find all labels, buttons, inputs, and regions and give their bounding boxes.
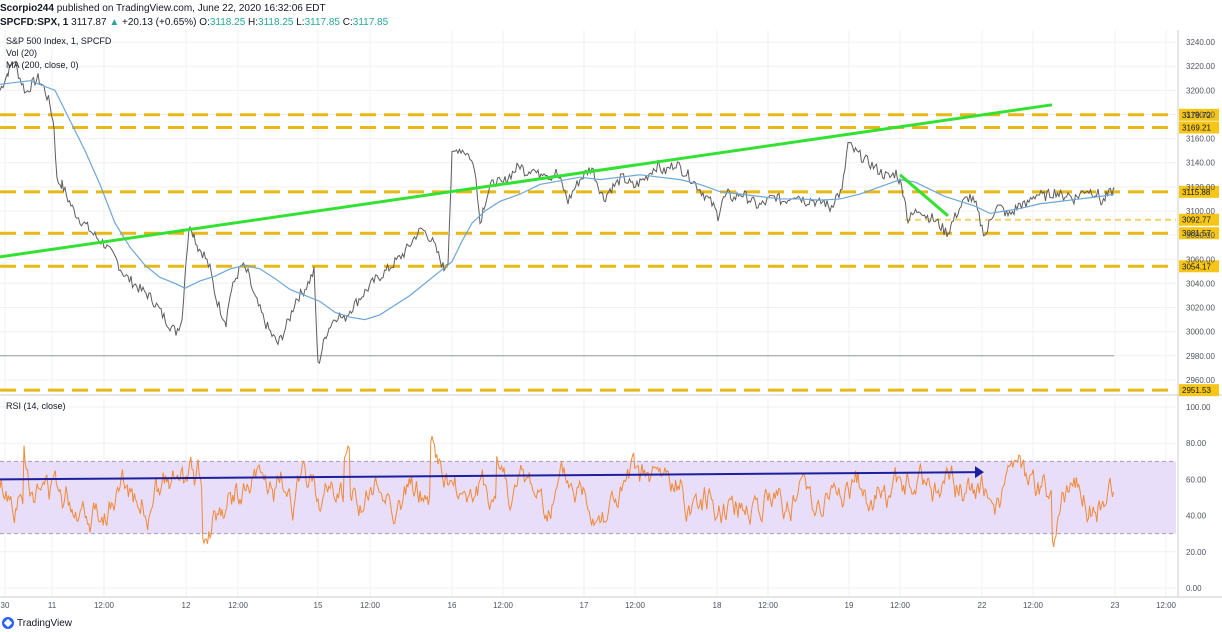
level-price-tag — [1179, 121, 1219, 134]
level-price-label: 3115.88 — [1182, 188, 1211, 197]
time-tick-label: 19 — [845, 601, 854, 610]
publish-info: Scorpio244 published on TradingView.com,… — [0, 3, 326, 14]
time-tick-label: 15 — [314, 601, 323, 610]
rsi-tick-label: 80.00 — [1186, 439, 1207, 448]
close-value: 3117.85 — [352, 17, 389, 28]
tradingview-logo[interactable]: TradingView — [2, 617, 72, 629]
time-tick-label: 18 — [713, 601, 722, 610]
level-price-label: 3169.21 — [1182, 123, 1211, 132]
level-price-label: 3054.17 — [1182, 262, 1211, 271]
price-tick-label: 3140.00 — [1186, 159, 1215, 168]
level-price-label: 3092.77 — [1182, 216, 1211, 225]
price-tick-label: 3160.00 — [1186, 135, 1215, 144]
rsi-tick-label: 20.00 — [1186, 548, 1207, 557]
time-tick-label: 30 — [1, 601, 10, 610]
time-tick-label: 12:00 — [94, 601, 115, 610]
level-price-tag — [1179, 213, 1219, 226]
last-price: 3117.87 — [71, 17, 107, 28]
open-value: 3118.25 — [209, 17, 246, 28]
level-price-label: 2951.53 — [1182, 386, 1211, 395]
level-price-tag — [1179, 185, 1219, 198]
brand-name: TradingView — [17, 617, 73, 629]
rsi-trend-arrow — [0, 471, 981, 481]
price-tick-label: 3080.00 — [1186, 231, 1215, 240]
close-label: C: — [342, 17, 353, 28]
legend-ma: MA (200, close, 0) — [6, 60, 79, 70]
price-tick-label: 3220.00 — [1186, 62, 1215, 71]
time-tick-label: 23 — [1111, 601, 1120, 610]
price-tick-label: 3020.00 — [1186, 304, 1215, 313]
price-tick-label: 3100.00 — [1186, 207, 1215, 216]
legend-rsi: RSI (14, close) — [6, 401, 66, 411]
rsi-tick-label: 60.00 — [1186, 475, 1207, 484]
level-price-label: 3081.57 — [1182, 229, 1211, 238]
time-tick-label: 22 — [978, 601, 987, 610]
legend: S&P 500 Index, 1, SPCFD Vol (20) MA (200… — [6, 36, 112, 411]
uptrend-line — [0, 103, 1053, 259]
time-tick-label: 12:00 — [360, 601, 381, 610]
open-label: O: — [199, 17, 210, 28]
rsi-tick-label: 0.00 — [1186, 584, 1202, 593]
rsi-band — [0, 460, 1176, 535]
legend-volume: Vol (20) — [6, 48, 37, 58]
publisher-name[interactable]: Scorpio244 — [0, 3, 54, 14]
level-price-tag — [1179, 260, 1219, 273]
high-label: H: — [248, 17, 259, 28]
up-arrow-icon: ▲ — [109, 17, 120, 28]
price-tick-label: 3200.00 — [1186, 86, 1215, 95]
price-change: +20.13 (+0.65%) — [122, 17, 197, 28]
price-tick-label: 3060.00 — [1186, 255, 1215, 264]
time-tick-label: 16 — [448, 601, 457, 610]
level-price-tag — [1179, 108, 1219, 121]
rsi-tick-label: 100.00 — [1186, 403, 1211, 412]
price-tick-label: 3240.00 — [1186, 38, 1215, 47]
price-tick-label: 3000.00 — [1186, 328, 1215, 337]
high-value: 3118.25 — [258, 17, 294, 28]
price-line — [0, 60, 1115, 364]
level-price-tag — [1179, 227, 1219, 240]
arrow-head-icon — [975, 466, 984, 479]
price-tick-label: 3040.00 — [1186, 279, 1215, 288]
time-tick-label: 12:00 — [1156, 601, 1177, 610]
support-resistance-levels — [0, 113, 1176, 392]
level-price-label: 3179.72 — [1182, 111, 1211, 120]
ohlc-bar: SPCFD:SPX, 1 3117.87 ▲ +20.13 (+0.65%) O… — [0, 17, 388, 28]
time-tick-label: 12 — [182, 601, 191, 610]
time-tick-label: 12:00 — [228, 601, 249, 610]
time-tick-label: 12:00 — [625, 601, 646, 610]
rsi-tick-label: 40.00 — [1186, 512, 1207, 521]
low-label: L: — [296, 17, 305, 28]
legend-title: S&P 500 Index, 1, SPCFD — [6, 36, 112, 46]
moving-average-line — [0, 80, 1115, 321]
short-downtrend-line — [899, 173, 949, 217]
publish-text: published on TradingView.com, June 22, 2… — [56, 3, 326, 14]
time-tick-label: 12:00 — [1023, 601, 1044, 610]
tradingview-logo-icon — [2, 617, 14, 629]
rsi-overbought-oversold-band — [0, 461, 1176, 534]
price-series — [0, 60, 1115, 364]
time-tick-label: 12:00 — [493, 601, 514, 610]
price-tick-label: 3180.00 — [1186, 110, 1215, 119]
level-price-tag — [1179, 384, 1219, 397]
symbol-label: SPCFD:SPX, 1 — [0, 17, 69, 28]
time-tick-label: 12:00 — [758, 601, 779, 610]
price-tick-label: 2960.00 — [1186, 376, 1215, 385]
time-tick-label: 12:00 — [890, 601, 911, 610]
price-tick-label: 3120.00 — [1186, 183, 1215, 192]
low-value: 3117.85 — [304, 17, 340, 28]
rsi-series — [0, 435, 1115, 547]
time-tick-label: 17 — [580, 601, 589, 610]
time-tick-label: 11 — [48, 601, 57, 610]
price-tick-label: 2980.00 — [1186, 352, 1215, 361]
axes: 3179.72 3169.21 3115.88 3092.77 3081.57 3054.… — [1, 38, 1219, 610]
